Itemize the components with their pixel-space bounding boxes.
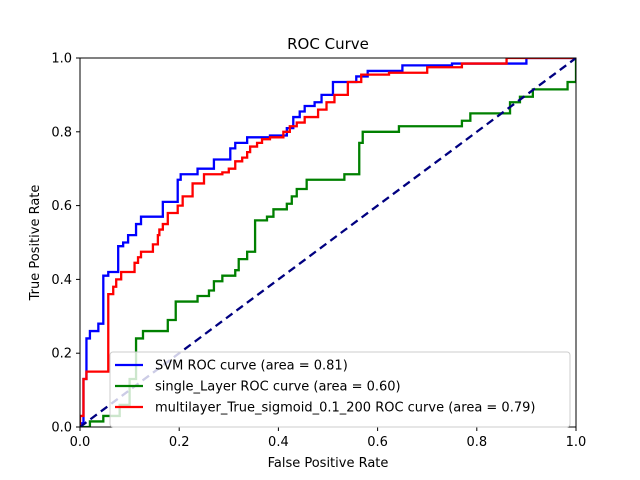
x-axis-label: False Positive Rate — [268, 456, 389, 471]
ticks-layer: 0.0 0.2 0.4 0.6 0.8 1.0 0.0 0.2 0.4 0.6 0.8 1.0 — [51, 52, 586, 451]
series-line-2 — [80, 58, 576, 427]
y-tick-label: 0.6 — [51, 199, 72, 214]
series-line-0 — [80, 58, 576, 427]
legend-entry-label: single_Layer ROC curve (area = 0.60) — [155, 380, 401, 395]
legend-entry-label: multilayer_True_sigmoid_0.1_200 ROC curv… — [155, 401, 535, 416]
y-axis-label: True Positive Rate — [28, 185, 43, 302]
y-tick-label: 1.0 — [51, 52, 72, 67]
chart-title: ROC Curve — [287, 35, 369, 53]
y-tick-label: 0.8 — [51, 125, 72, 140]
legend-box — [109, 351, 571, 428]
y-tick-label: 0.4 — [51, 273, 72, 288]
x-tick-label: 0.8 — [466, 435, 487, 450]
x-tick-label: 0.6 — [367, 435, 388, 450]
legend-entry-label: SVM ROC curve (area = 0.81) — [155, 359, 348, 374]
series-layer — [80, 58, 576, 427]
y-tick-label: 0.0 — [51, 421, 72, 436]
series-line-1 — [80, 58, 576, 427]
x-tick-label: 1.0 — [566, 435, 587, 450]
x-tick-label: 0.4 — [268, 435, 289, 450]
legend: SVM ROC curve (area = 0.81) single_Layer … — [109, 351, 571, 428]
x-tick-label: 0.2 — [169, 435, 190, 450]
x-tick-label: 0.0 — [70, 435, 91, 450]
y-tick-label: 0.2 — [51, 347, 72, 362]
